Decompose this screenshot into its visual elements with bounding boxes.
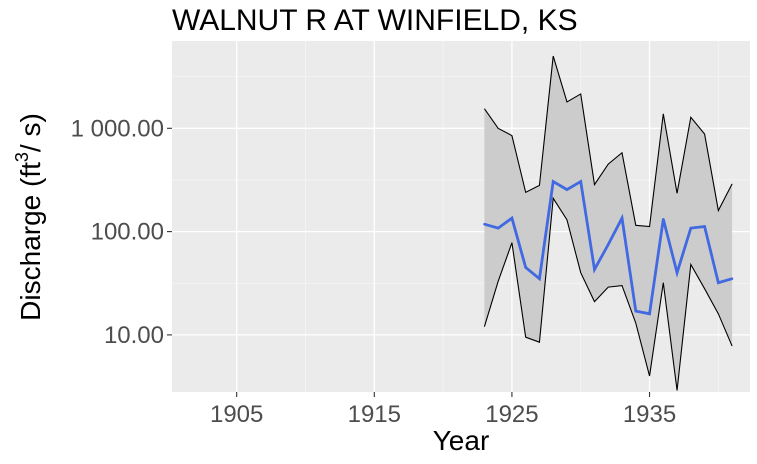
median-point (524, 266, 527, 269)
median-point (620, 216, 624, 220)
upper-bound-line (483, 55, 733, 228)
median-point (675, 271, 679, 274)
median-points (483, 180, 734, 316)
x-tick-label: 1915 (348, 401, 401, 428)
y-axis-title-superscript: 3 (12, 152, 32, 162)
median-point (496, 226, 500, 230)
x-tick-label: 1935 (623, 401, 676, 428)
median-point (689, 226, 693, 230)
x-tick-label: 1905 (210, 401, 263, 428)
y-axis-title-main: Discharge (ft (15, 162, 46, 321)
median-point (648, 312, 651, 316)
y-tick-label: 100.00 (91, 219, 164, 246)
median-point (510, 216, 514, 220)
median-point (483, 222, 486, 226)
median-point (565, 188, 569, 191)
median-point (607, 243, 610, 246)
x-tick-label: 1925 (485, 401, 538, 428)
median-point (662, 217, 665, 221)
median-point (552, 180, 555, 183)
y-axis-title: Discharge (ft3/ s) (12, 113, 46, 321)
x-axis-title: Year (433, 425, 490, 456)
median-point (730, 277, 734, 280)
y-axis-ticks: 10.00 100.00 1 000.00 (71, 115, 172, 349)
chart-title: WALNUT R AT WINFIELD, KS (172, 4, 578, 37)
lower-bound-line (483, 196, 733, 391)
x-axis-ticks: 1905 1915 1925 1935 (210, 392, 676, 428)
y-axis-title-tail: / s) (15, 113, 46, 152)
median-point (579, 180, 582, 183)
median-point (717, 281, 720, 284)
confidence-band (484, 56, 733, 391)
median-point (634, 309, 637, 313)
median-point (593, 268, 596, 271)
y-tick-label: 1 000.00 (71, 115, 164, 142)
y-tick-label: 10.00 (104, 322, 164, 349)
median-point (538, 277, 541, 280)
median-point (703, 225, 706, 228)
